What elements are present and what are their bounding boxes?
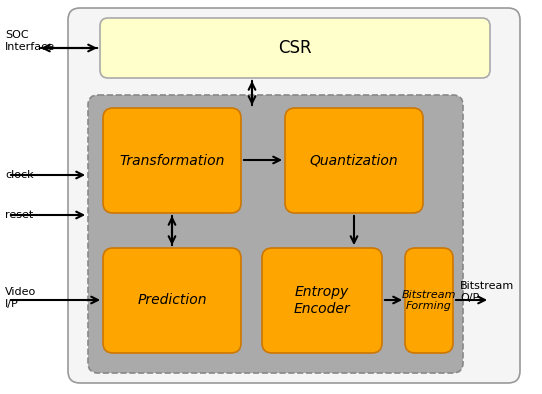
- Text: Bitstream
Forming: Bitstream Forming: [402, 290, 456, 311]
- FancyBboxPatch shape: [100, 18, 490, 78]
- FancyBboxPatch shape: [405, 248, 453, 353]
- Text: SOC
Interface: SOC Interface: [5, 30, 55, 52]
- Text: Transformation: Transformation: [119, 154, 225, 167]
- Text: clock: clock: [5, 170, 34, 180]
- FancyBboxPatch shape: [262, 248, 382, 353]
- Text: reset: reset: [5, 210, 33, 220]
- FancyBboxPatch shape: [88, 95, 463, 373]
- Text: Video
I/P: Video I/P: [5, 287, 36, 309]
- Text: Entropy
Encoder: Entropy Encoder: [294, 285, 350, 316]
- FancyBboxPatch shape: [103, 108, 241, 213]
- Text: Bitstream
O/P: Bitstream O/P: [460, 281, 514, 303]
- Text: Prediction: Prediction: [137, 294, 207, 307]
- FancyBboxPatch shape: [68, 8, 520, 383]
- Text: Quantization: Quantization: [309, 154, 398, 167]
- Text: CSR: CSR: [278, 39, 312, 57]
- FancyBboxPatch shape: [285, 108, 423, 213]
- FancyBboxPatch shape: [103, 248, 241, 353]
